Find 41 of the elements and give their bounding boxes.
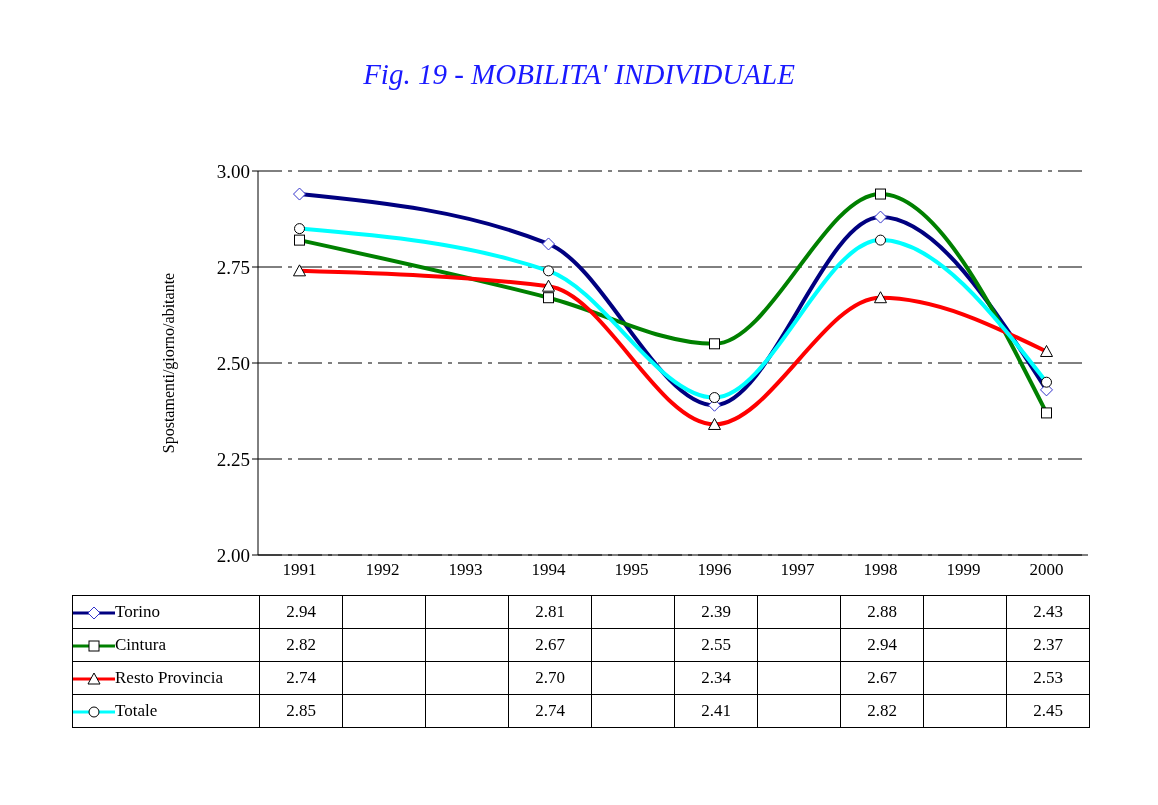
x-tick-label: 1997 [780,560,815,580]
legend-label: Cintura [72,628,260,662]
y-tick-label: 3.00 [216,160,250,182]
data-label: 2.81 [508,595,592,629]
chart-title: Fig. 19 - MOBILITA' INDIVIDUALE [362,57,796,92]
x-tick-label: 1991 [282,560,317,580]
x-tick-label: 1998 [863,560,898,580]
y-tick-label: 2.50 [216,352,250,374]
data-label: 2.94 [259,595,343,629]
y-tick-label: 2.75 [216,256,250,278]
data-label: 2.74 [259,661,343,695]
data-label: 2.45 [1006,694,1090,728]
x-tick-label: 1995 [614,560,649,580]
data-label: 2.37 [1006,628,1090,662]
data-label: 2.94 [840,628,924,662]
data-label: 2.82 [259,628,343,662]
data-label: 2.82 [840,694,924,728]
y-tick-label: 2.25 [216,448,250,470]
x-tick-label: 1992 [365,560,400,580]
data-label: 2.74 [508,694,592,728]
legend-label: Totale [72,694,260,728]
data-label: 2.85 [259,694,343,728]
data-label: 2.43 [1006,595,1090,629]
legend-label: Torino [72,595,260,629]
data-label: 2.39 [674,595,758,629]
legend-label: Resto Provincia [72,661,260,695]
data-label: 2.88 [840,595,924,629]
data-label: 2.34 [674,661,758,695]
x-tick-label: 1999 [946,560,981,580]
data-label: 2.67 [508,628,592,662]
y-axis-title: Spostamenti/giorno/abitante [159,272,178,454]
x-tick-label: 2000 [1029,560,1064,580]
y-tick-label: 2.00 [216,544,250,566]
x-tick-label: 1994 [531,560,566,580]
data-label: 2.41 [674,694,758,728]
data-label: 2.53 [1006,661,1090,695]
data-label: 2.67 [840,661,924,695]
data-label: 2.70 [508,661,592,695]
data-label: 2.55 [674,628,758,662]
x-tick-label: 1993 [448,560,483,580]
x-tick-label: 1996 [697,560,732,580]
